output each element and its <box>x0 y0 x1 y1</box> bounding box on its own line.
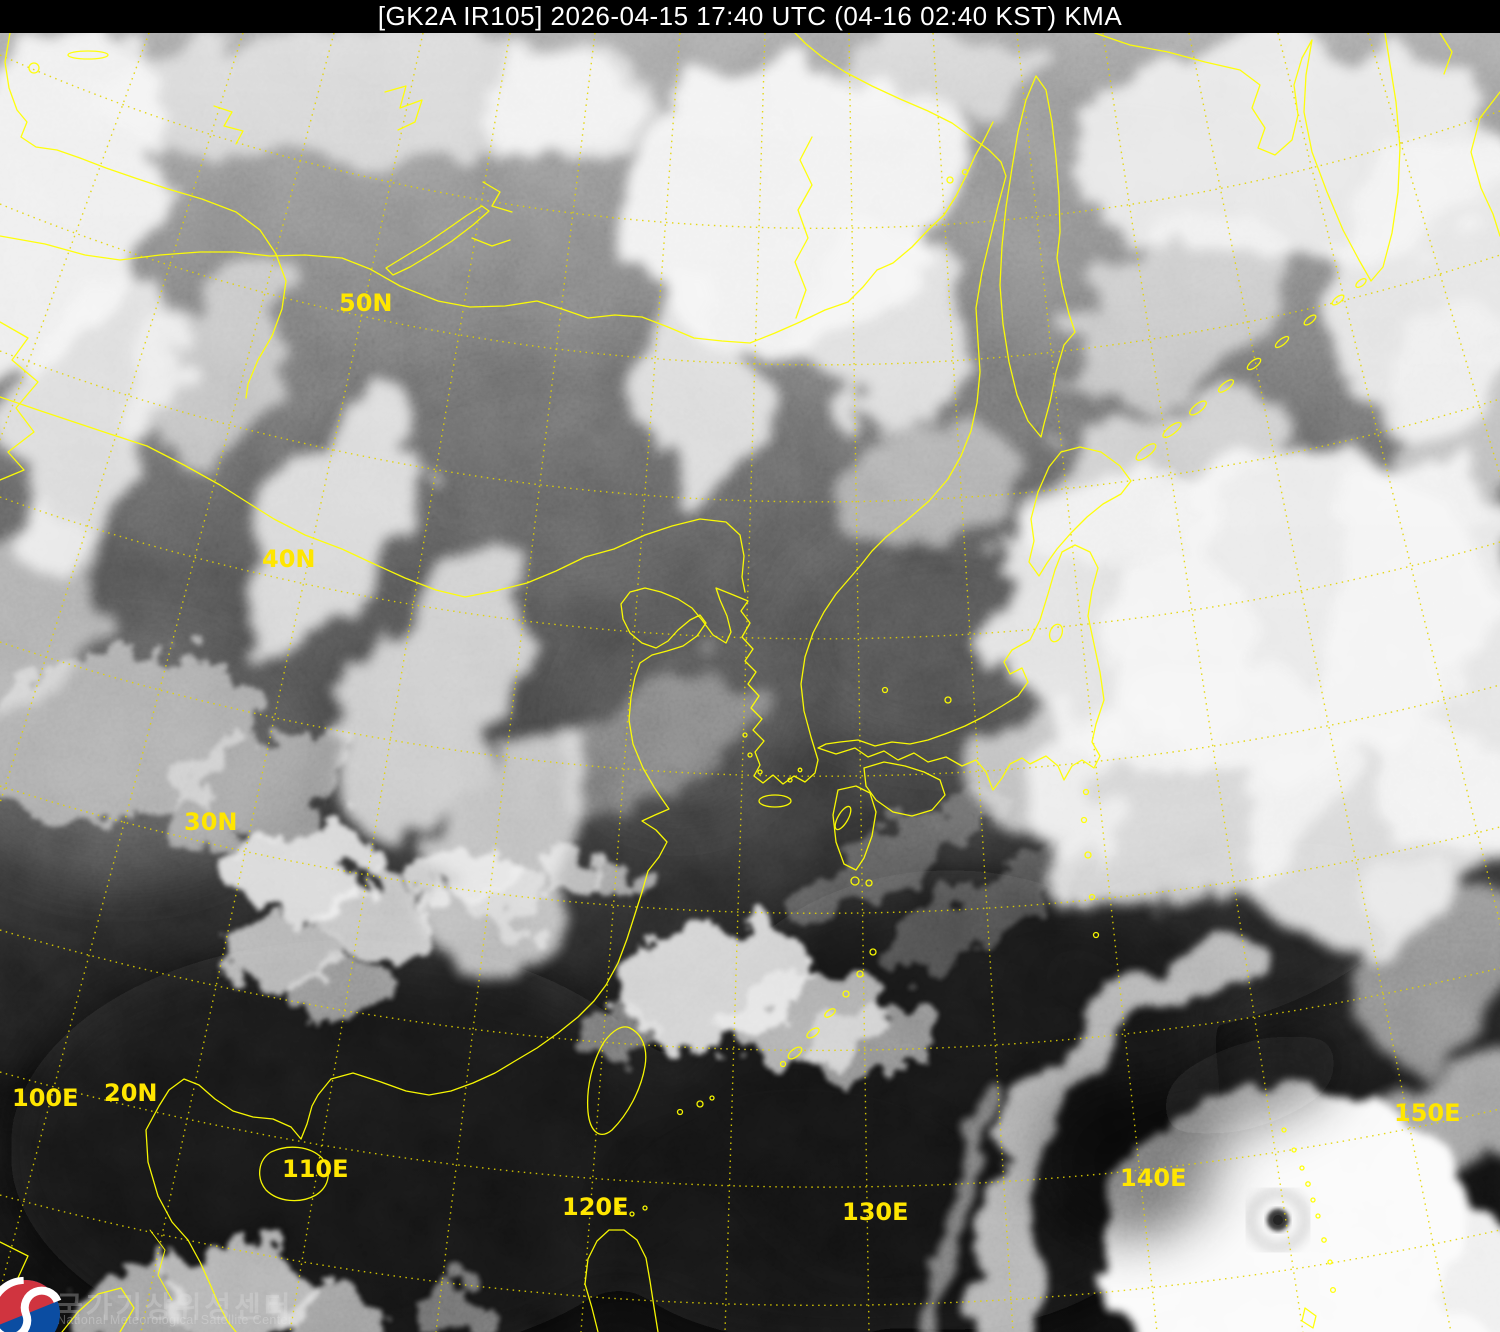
grid-label-150e: 150E <box>1394 1099 1461 1127</box>
kma-logo-icon <box>0 1276 62 1332</box>
grid-label-50n: 50N <box>339 289 392 317</box>
graticule <box>0 32 1500 1332</box>
title-bar: [GK2A IR105] 2026-04-15 17:40 UTC (04-16… <box>0 0 1500 33</box>
grid-label-30n: 30N <box>184 808 237 836</box>
coastlines <box>0 32 1500 1332</box>
watermark-english: National Meteorological Satellite Center <box>57 1313 293 1327</box>
grid-label-140e: 140E <box>1120 1164 1187 1192</box>
grid-label-130e: 130E <box>842 1198 909 1226</box>
grid-label-110e: 110E <box>282 1155 349 1183</box>
kuril-islands <box>1135 277 1367 461</box>
grid-label-120e: 120E <box>562 1193 629 1221</box>
ryukyu-islands <box>676 948 877 1116</box>
grid-label-100e: 100E <box>12 1084 79 1112</box>
title-text: [GK2A IR105] 2026-04-15 17:40 UTC (04-16… <box>377 1 1123 31</box>
ogasawara-mariana-islands <box>1281 1127 1337 1329</box>
grid-label-20n: 20N <box>104 1079 157 1107</box>
watermark-korean: 국가기상위성센터 <box>56 1292 294 1324</box>
grid-label-40n: 40N <box>262 545 315 573</box>
ir-texture-fine <box>0 33 1500 1332</box>
grid-labels: 50N 40N 30N 20N 100E 110E 120E 130E 140E… <box>12 289 1461 1226</box>
